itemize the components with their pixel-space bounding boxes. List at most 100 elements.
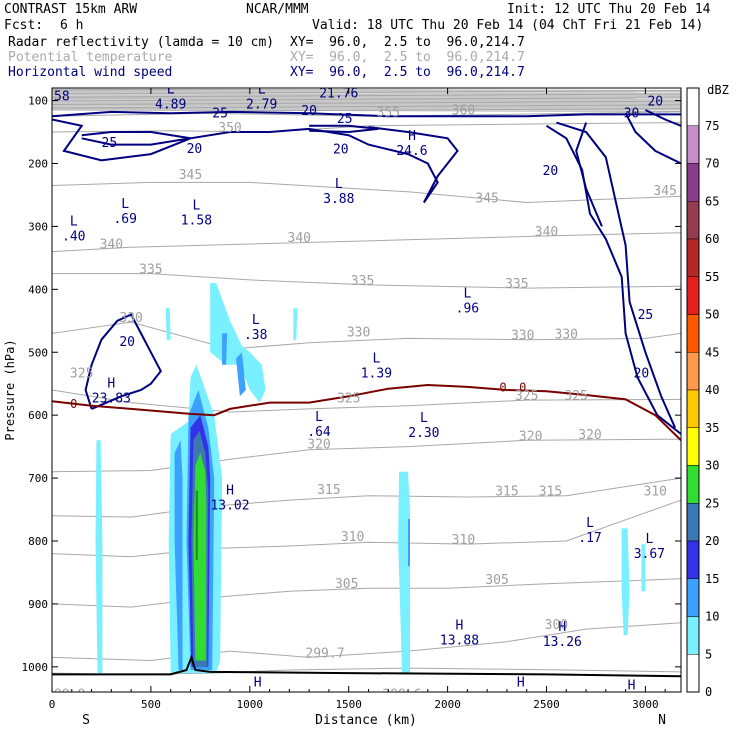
extremum-type: L [252, 313, 260, 328]
contour-labels: 360 355 350 345 345 345 340 340 340 335 335 335 330 3… [52, 71, 677, 714]
theta-label: 335 [139, 263, 162, 278]
theta-label: 340 [535, 225, 558, 240]
extremum-type: H [628, 678, 636, 693]
colorbar-swatch [686, 578, 700, 617]
extremum-value: 13.88 [440, 634, 479, 649]
x-tick-label: 1500 [335, 698, 362, 711]
colorbar-swatch [686, 465, 700, 504]
theta-contour [52, 321, 681, 350]
reflectivity-cell [210, 283, 266, 403]
x-tick-label: 2500 [533, 698, 560, 711]
extremum-value: 12.39 [501, 690, 540, 705]
colorbar-swatch [686, 389, 700, 428]
colorbar-swatch [686, 352, 700, 391]
theta-contour [52, 477, 681, 518]
reflectivity-cell [641, 544, 646, 592]
extremum-value: 23.83 [92, 391, 131, 406]
fcst-value: 6 h [60, 18, 84, 33]
extremum-value: 2.30 [408, 426, 439, 441]
wind-contour [644, 109, 681, 127]
theta-contour [52, 98, 681, 101]
x-tick-label: 500 [141, 698, 161, 711]
wind-label: 20 [187, 142, 203, 157]
wind-label: 25 [638, 308, 654, 323]
colorbar-swatch [686, 540, 700, 579]
colorbar-label: 65 [705, 194, 719, 208]
theta-contour [52, 95, 681, 98]
wind-contour [545, 124, 681, 435]
theta-contour [52, 438, 681, 473]
extremum-value: .96 [456, 301, 479, 316]
theta-label: 345 [179, 168, 202, 183]
wind-contour [52, 118, 459, 204]
extremum-type: H [254, 675, 262, 690]
freezing-level-line [52, 383, 681, 442]
reflectivity-cell [398, 471, 410, 674]
theta-label: 340 [288, 231, 311, 246]
theta-label: 300 [169, 699, 192, 714]
extremum-value: 21.76 [319, 86, 358, 101]
theta-label: 310 [341, 530, 364, 545]
colorbar-label: 30 [705, 459, 719, 473]
y-tick-label: 100 [28, 95, 48, 108]
colorbar-label: 20 [705, 534, 719, 548]
wind-label: 20 [301, 104, 317, 119]
extremum-value: 4.89 [155, 98, 186, 113]
colorbar-label: 25 [705, 496, 719, 510]
theta-label: 320 [307, 438, 330, 453]
colorbar-swatch [686, 427, 700, 466]
extremum-type: L [335, 71, 343, 86]
theta-label: 325 [564, 389, 587, 404]
wind-label: 20 [647, 95, 663, 110]
colorbar-label: 60 [705, 232, 719, 246]
reflectivity-cell [408, 519, 410, 567]
field-xy-reflectivity: XY= 96.0, 2.5 to 96.0,214.7 [290, 35, 525, 50]
x-tick-label: 2000 [434, 698, 461, 711]
plot-area [52, 88, 681, 692]
extremum-value: .38 [244, 328, 267, 343]
extremum-type: L [54, 74, 62, 89]
theta-label: 310 [644, 485, 667, 500]
theta-label: 299.7 [305, 646, 344, 661]
extremum-value: 3.88 [323, 192, 354, 207]
theta-contour [52, 97, 681, 100]
init-time: Init: 12 UTC Thu 20 Feb 14 [507, 2, 711, 17]
wind-contour [624, 112, 681, 165]
colorbar-label: 0 [705, 685, 712, 699]
wind-contours [52, 109, 681, 435]
extremum-type: H [517, 675, 525, 690]
theta-contour [52, 101, 681, 104]
center-name: NCAR/MMM [246, 2, 309, 17]
extremum-type: L [645, 532, 653, 547]
field-xy-wind: XY= 96.0, 2.5 to 96.0,214.7 [290, 65, 525, 80]
wind-label: 20 [634, 366, 650, 381]
theta-label: 300 [545, 618, 568, 633]
wind-contour [84, 313, 162, 410]
model-name: CONTRAST 15km ARW [4, 2, 138, 17]
extremum-value: 1.39 [361, 366, 392, 381]
theta-contour [52, 578, 681, 608]
theta-label: 305 [335, 577, 358, 592]
theta-contour [52, 92, 681, 96]
y-tick-label: 700 [28, 472, 48, 485]
reflectivity-cell [193, 452, 207, 661]
colorbar-swatch [686, 201, 700, 240]
wind-label: 20 [543, 164, 559, 179]
x-end-left: S [82, 713, 90, 728]
theta-label: 335 [505, 277, 528, 292]
reflectivity-cell [95, 440, 103, 674]
extremum-type: L [167, 83, 175, 98]
extremum-type: L [335, 177, 343, 192]
theta-label: 315 [317, 483, 340, 498]
x-tick-label: 0 [49, 698, 56, 711]
colorbar-label: 75 [705, 119, 719, 133]
y-tick-label: 200 [28, 158, 48, 171]
colorbar-label: 45 [705, 345, 719, 359]
theta-label: 325 [515, 389, 538, 404]
wind-contour [575, 122, 603, 227]
theta-label: 330 [511, 329, 534, 344]
field-xy-theta: XY= 96.0, 2.5 to 96.0,214.7 [290, 50, 525, 65]
y-tick-label: 400 [28, 283, 48, 296]
colorbar-label: 15 [705, 572, 719, 586]
